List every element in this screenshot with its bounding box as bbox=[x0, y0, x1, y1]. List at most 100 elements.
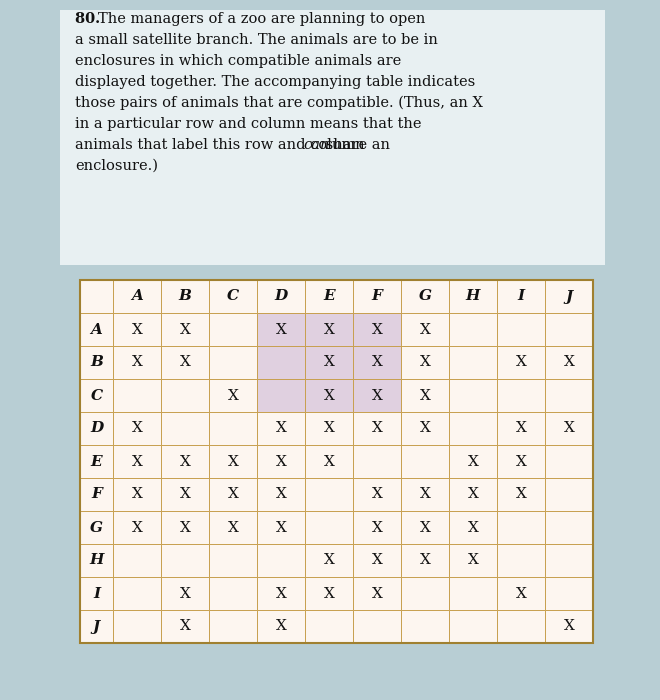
Text: A: A bbox=[90, 323, 102, 337]
Bar bbox=[209, 280, 257, 313]
Text: X: X bbox=[420, 421, 430, 435]
Bar bbox=[401, 280, 449, 313]
Text: X: X bbox=[420, 487, 430, 501]
Bar bbox=[209, 610, 257, 643]
Bar bbox=[161, 478, 209, 511]
Bar bbox=[80, 379, 113, 412]
Text: X: X bbox=[515, 356, 527, 370]
Text: X: X bbox=[372, 356, 382, 370]
Text: X: X bbox=[228, 389, 238, 402]
Text: X: X bbox=[180, 356, 191, 370]
Bar bbox=[161, 313, 209, 346]
Text: X: X bbox=[131, 356, 143, 370]
Bar bbox=[113, 544, 161, 577]
Bar bbox=[257, 610, 305, 643]
Text: D: D bbox=[275, 290, 288, 304]
Text: X: X bbox=[515, 454, 527, 468]
Bar bbox=[161, 610, 209, 643]
Bar bbox=[161, 511, 209, 544]
Bar bbox=[497, 346, 545, 379]
Text: animals that label this row and column: animals that label this row and column bbox=[75, 138, 369, 152]
Text: H: H bbox=[466, 290, 480, 304]
Text: X: X bbox=[372, 521, 382, 535]
Bar bbox=[497, 379, 545, 412]
Bar bbox=[305, 412, 353, 445]
Bar bbox=[353, 445, 401, 478]
Bar bbox=[113, 346, 161, 379]
Bar bbox=[161, 280, 209, 313]
Bar bbox=[401, 445, 449, 478]
Bar bbox=[401, 412, 449, 445]
Text: The managers of a zoo are planning to open: The managers of a zoo are planning to op… bbox=[98, 12, 426, 26]
Text: X: X bbox=[372, 389, 382, 402]
Text: share an: share an bbox=[321, 138, 389, 152]
Bar bbox=[545, 511, 593, 544]
Bar bbox=[209, 412, 257, 445]
Text: J: J bbox=[566, 290, 573, 304]
Bar bbox=[113, 280, 161, 313]
Bar bbox=[545, 478, 593, 511]
Text: X: X bbox=[420, 521, 430, 535]
Bar bbox=[449, 544, 497, 577]
Text: enclosure.): enclosure.) bbox=[75, 159, 158, 173]
Bar bbox=[161, 577, 209, 610]
Bar bbox=[161, 445, 209, 478]
Text: E: E bbox=[323, 290, 335, 304]
Text: X: X bbox=[131, 421, 143, 435]
Bar bbox=[401, 511, 449, 544]
Bar bbox=[401, 478, 449, 511]
Text: X: X bbox=[276, 421, 286, 435]
Bar bbox=[401, 610, 449, 643]
Bar bbox=[545, 577, 593, 610]
Text: I: I bbox=[517, 290, 525, 304]
Bar bbox=[161, 412, 209, 445]
Text: F: F bbox=[372, 290, 382, 304]
Bar bbox=[80, 445, 113, 478]
Text: X: X bbox=[276, 620, 286, 634]
Text: X: X bbox=[180, 587, 191, 601]
Bar bbox=[449, 280, 497, 313]
Bar bbox=[353, 577, 401, 610]
Bar bbox=[209, 511, 257, 544]
Text: X: X bbox=[515, 421, 527, 435]
Text: X: X bbox=[228, 454, 238, 468]
Bar bbox=[305, 346, 353, 379]
Text: X: X bbox=[515, 587, 527, 601]
Bar bbox=[401, 544, 449, 577]
Text: X: X bbox=[420, 554, 430, 568]
Bar bbox=[449, 511, 497, 544]
Text: B: B bbox=[90, 356, 103, 370]
Bar bbox=[161, 544, 209, 577]
Text: F: F bbox=[91, 487, 102, 501]
Bar bbox=[353, 511, 401, 544]
Bar bbox=[257, 511, 305, 544]
Bar bbox=[161, 346, 209, 379]
Text: X: X bbox=[467, 487, 478, 501]
Bar bbox=[305, 445, 353, 478]
Text: X: X bbox=[323, 421, 335, 435]
Bar bbox=[80, 313, 113, 346]
Bar bbox=[209, 478, 257, 511]
Bar bbox=[545, 313, 593, 346]
Bar bbox=[401, 379, 449, 412]
Bar bbox=[353, 544, 401, 577]
Text: X: X bbox=[372, 554, 382, 568]
Bar bbox=[80, 346, 113, 379]
Text: X: X bbox=[323, 554, 335, 568]
Bar bbox=[80, 412, 113, 445]
Text: can: can bbox=[303, 138, 329, 152]
Text: H: H bbox=[89, 554, 104, 568]
Bar bbox=[80, 478, 113, 511]
Bar bbox=[449, 379, 497, 412]
Bar bbox=[257, 313, 305, 346]
Text: 80.: 80. bbox=[75, 12, 105, 26]
Text: C: C bbox=[227, 290, 239, 304]
Bar bbox=[545, 412, 593, 445]
Bar bbox=[353, 379, 401, 412]
Bar bbox=[353, 610, 401, 643]
Text: X: X bbox=[131, 454, 143, 468]
Text: X: X bbox=[276, 323, 286, 337]
Bar bbox=[401, 346, 449, 379]
Bar bbox=[209, 346, 257, 379]
Text: X: X bbox=[323, 323, 335, 337]
